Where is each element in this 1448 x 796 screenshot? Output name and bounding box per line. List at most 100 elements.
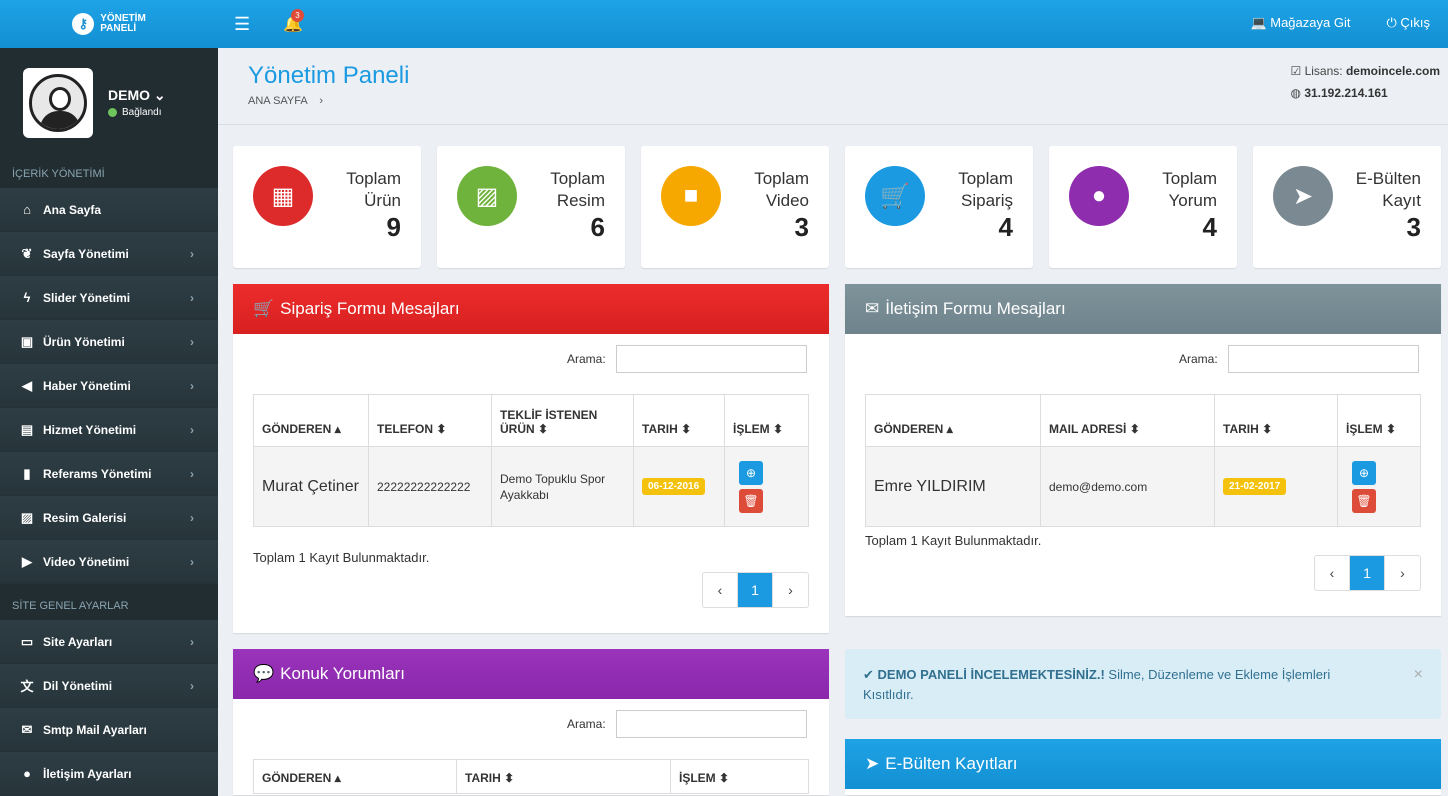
search-plus-icon: ⊕ [1358,465,1370,480]
col-mail[interactable]: MAIL ADRESİ ⬍ [1040,394,1215,447]
chevron-right-icon: › [319,95,324,107]
col-sender[interactable]: GÖNDEREN ▴ [253,394,369,447]
sidebar-item[interactable]: ▤ Hizmet Yönetimi › [0,408,218,452]
stat-box[interactable]: ● Toplam Yorum 4 [1049,146,1237,268]
logout-link[interactable]: ⏻ Çıkış [1386,15,1430,30]
delete-button[interactable]: 🗑 [1352,488,1376,513]
stat-box[interactable]: ▦ Toplam Ürün 9 [233,146,421,268]
stat-label: Toplam Ürün [346,169,401,210]
sidebar-item-label: Slider Yönetimi [43,290,131,305]
next-page-button[interactable]: › [788,582,793,598]
guest-panel: 💬 Konuk Yorumları Arama: GÖNDEREN ▴ TARIH… [233,649,829,795]
orders-search-label: Arama: [567,352,606,366]
sidebar-item[interactable]: ▶ Video Yönetimi › [0,540,218,584]
sort-icon: ⬍ [681,422,692,436]
logo-line1: YÖNETİM [100,13,146,24]
col-phone[interactable]: TELEFON ⬍ [368,394,492,447]
col-action[interactable]: İŞLEM ⬍ [724,394,809,447]
sidebar-item[interactable]: 文 Dil Yönetimi › [0,664,218,708]
col-date[interactable]: TARIH ⬍ [1214,394,1338,447]
sidebar-item[interactable]: ✉ Smtp Mail Ayarları [0,708,218,752]
col-action[interactable]: İŞLEM ⬍ [1337,394,1421,447]
logo[interactable]: ⚷ YÖNETİM PANELİ [0,0,218,48]
store-link[interactable]: 💻 Mağazaya Git [1250,15,1351,30]
col-date[interactable]: TARIH ⬍ [456,759,671,794]
page-title: Yönetim Paneli [248,62,410,89]
guest-search-label: Arama: [567,717,606,731]
chevron-right-icon: › [190,290,194,305]
chevron-right-icon: › [190,334,194,349]
sidebar-item[interactable]: ▭ Site Ayarları › [0,620,218,664]
sidebar-item[interactable]: ◀ Haber Yönetimi › [0,364,218,408]
close-icon[interactable]: × [1413,666,1423,683]
sidebar-item[interactable]: ϟ Slider Yönetimi › [0,276,218,320]
newsletter-panel-header: ➤ E-Bülten Kayıtları [845,739,1441,789]
sidebar-item-label: Site Ayarları [43,634,113,649]
avatar [23,68,93,138]
col-sender[interactable]: GÖNDEREN ▴ [865,394,1041,447]
cell-mail: demo@demo.com [1040,446,1215,527]
col-date[interactable]: TARIH ⬍ [633,394,725,447]
sidebar-item[interactable]: ⌂ Ana Sayfa [0,188,218,232]
view-button[interactable]: ⊕ [739,460,763,485]
orders-total: Toplam 1 Kayıt Bulunmaktadır. [253,550,430,565]
page-button[interactable]: 1 [1350,556,1385,590]
breadcrumb[interactable]: ANA SAYFA › [248,95,324,107]
user-status: Bağlandı [108,107,161,118]
power-icon: ⏻ [1386,15,1397,30]
cell-product: Demo Topuklu Spor Ayakkabı [491,446,634,527]
stat-box[interactable]: 🛒 Toplam Sipariş 4 [845,146,1033,268]
globe-icon: ◍ [1290,86,1301,100]
check-circle-icon: ✔ [863,667,874,682]
stat-value: 4 [1202,212,1217,242]
sidebar: DEMO ⌄ Bağlandı İÇERİK YÖNETİMİ ⌂ Ana Say… [0,48,218,796]
sidebar-item[interactable]: ▣ Ürün Yönetimi › [0,320,218,364]
check-square-icon: ☑ [1290,64,1302,78]
user-panel: DEMO ⌄ Bağlandı [0,48,218,146]
stat-box[interactable]: ■ Toplam Video 3 [641,146,829,268]
map-marker-icon: ● [23,766,31,781]
stat-label: Toplam Video [754,169,809,210]
col-sender[interactable]: GÖNDEREN ▴ [253,759,457,794]
home-icon: ⌂ [23,202,31,217]
sidebar-item[interactable]: ❦ Sayfa Yönetimi › [0,232,218,276]
logo-line2: PANELİ [100,23,137,34]
laptop-icon: 💻 [1250,15,1267,30]
stat-box[interactable]: ▨ Toplam Resim 6 [437,146,625,268]
sidebar-item[interactable]: ▮ Referams Yönetimi › [0,452,218,496]
orders-panel: 🛒 Sipariş Formu Mesajları Arama: GÖNDEREN… [233,284,829,633]
paper-plane-icon: ➤ [865,754,880,773]
bookmark-icon: ▮ [23,465,31,481]
prev-page-button[interactable]: ‹ [703,573,738,607]
leaf-icon: ❦ [21,245,33,261]
orders-search-input[interactable] [615,345,807,373]
sidebar-item[interactable]: ▨ Resim Galerisi › [0,496,218,540]
video-icon: ▶ [22,553,32,569]
contact-pagination: ‹ 1 › [1314,555,1421,591]
stat-label: E-Bülten Kayıt [1355,169,1421,210]
contact-table: GÖNDEREN ▴ MAIL ADRESİ ⬍ TARIH ⬍ İŞLEM ⬍… [865,394,1421,527]
sort-icon: ⬍ [773,422,784,436]
sort-icon: ⬍ [436,422,447,436]
comment-icon: 💬 [253,664,275,683]
section-header-settings: SİTE GENEL AYARLAR [0,584,218,620]
delete-button[interactable]: 🗑 [739,488,763,513]
user-name[interactable]: DEMO ⌄ [108,87,166,103]
guest-search-input[interactable] [615,710,807,738]
language-icon: 文 [20,679,34,694]
contact-total: Toplam 1 Kayıt Bulunmaktadır. [865,533,1042,548]
page-button[interactable]: 1 [738,573,773,607]
notification-badge: 3 [291,9,304,22]
next-page-button[interactable]: › [1400,565,1405,581]
cell-action: ⊕ 🗑 [1337,446,1421,527]
sort-asc-icon: ▴ [946,422,953,436]
col-action[interactable]: İŞLEM ⬍ [670,759,809,794]
col-product[interactable]: TEKLİF İSTENEN ÜRÜN ⬍ [491,394,634,447]
stat-box[interactable]: ➤ E-Bülten Kayıt 3 [1253,146,1441,268]
view-button[interactable]: ⊕ [1352,460,1376,485]
menu-toggle-icon[interactable]: ☰ [234,14,251,34]
sidebar-item[interactable]: ● İletişim Ayarları [0,752,218,796]
contact-search-input[interactable] [1227,345,1419,373]
prev-page-button[interactable]: ‹ [1315,556,1350,590]
chevron-right-icon: › [190,634,194,649]
